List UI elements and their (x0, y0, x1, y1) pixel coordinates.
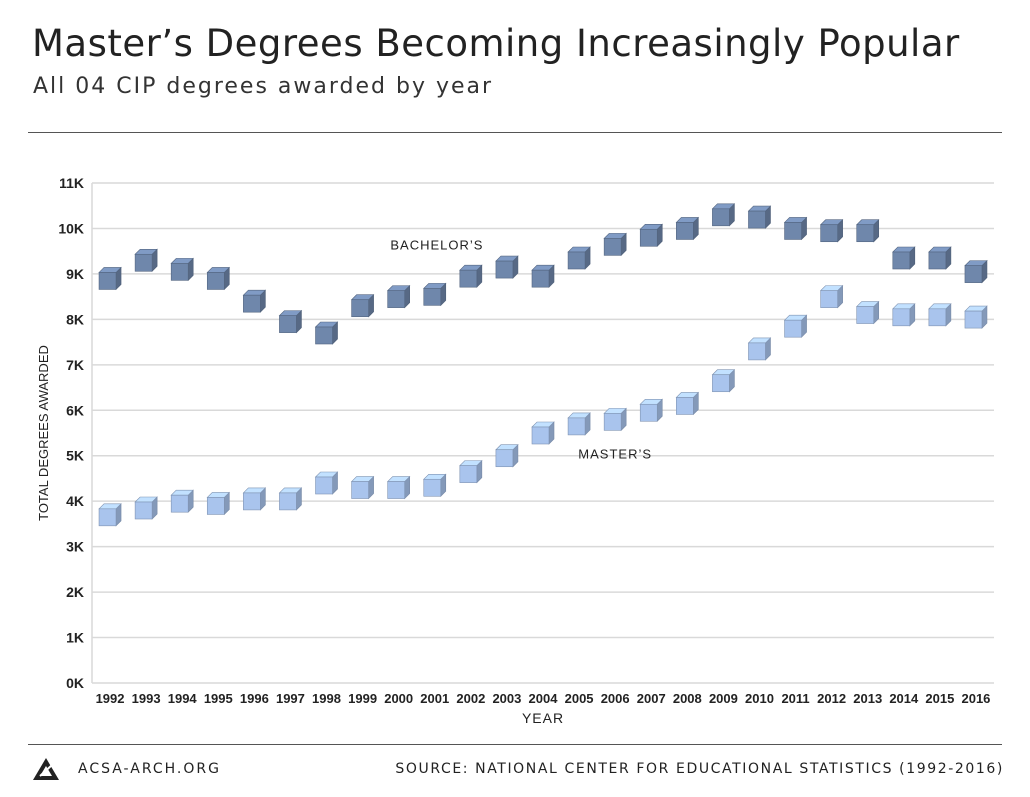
y-tick-label: 10K (58, 220, 84, 236)
x-tick-label: 2012 (817, 691, 846, 706)
y-tick-label: 6K (66, 402, 84, 418)
x-tick-label: 2009 (709, 691, 738, 706)
point-bachelors (495, 255, 519, 279)
x-tick-label: 2000 (384, 691, 413, 706)
point-masters (459, 459, 483, 484)
x-axis-title: YEAR (522, 710, 564, 726)
point-bachelors (531, 264, 555, 288)
point-bachelors (567, 246, 591, 270)
point-bachelors (711, 203, 736, 227)
chart-subtitle: All 04 CIP degrees awarded by year (33, 74, 494, 99)
y-tick-label: 5K (66, 448, 84, 464)
point-bachelors (639, 223, 663, 247)
point-bachelors (783, 216, 808, 241)
x-tick-label: 2013 (853, 691, 882, 706)
point-masters (675, 391, 700, 416)
point-masters (603, 407, 627, 432)
point-bachelors (819, 219, 844, 243)
y-tick-label: 3K (66, 539, 84, 555)
acsa-logo-icon (33, 758, 59, 780)
point-bachelors (242, 289, 267, 313)
point-bachelors (964, 259, 988, 284)
y-tick-label: 9K (66, 266, 84, 282)
point-masters (747, 337, 772, 361)
point-masters (423, 473, 447, 497)
x-tick-label: 1998 (312, 691, 341, 706)
x-tick-label: 1994 (168, 691, 198, 706)
x-tick-label: 2014 (889, 691, 919, 706)
x-tick-label: 2008 (673, 691, 702, 706)
x-tick-label: 1993 (132, 691, 161, 706)
point-bachelors (459, 264, 483, 288)
x-tick-label: 2011 (781, 691, 809, 706)
x-tick-label: 2015 (925, 691, 954, 706)
point-masters (314, 471, 339, 495)
point-masters (278, 487, 303, 511)
y-axis-title: TOTAL DEGREES AWARDED (36, 345, 51, 521)
y-tick-label: 1K (66, 630, 84, 646)
point-bachelors (206, 266, 231, 291)
point-bachelors (386, 284, 411, 309)
point-bachelors (747, 205, 772, 229)
header-divider (28, 132, 1002, 133)
x-tick-label: 1992 (96, 691, 125, 706)
point-masters (206, 491, 231, 516)
footer-divider (28, 744, 1002, 745)
point-masters (98, 503, 122, 527)
y-tick-label: 0K (66, 675, 84, 691)
point-masters (242, 487, 267, 511)
x-tick-label: 2005 (565, 691, 594, 706)
point-masters (350, 475, 375, 500)
series-label-bachelors: BACHELOR’S (390, 237, 483, 252)
point-bachelors (603, 232, 627, 257)
point-bachelors (314, 321, 339, 345)
point-bachelors (170, 257, 194, 282)
y-tick-label: 2K (66, 584, 84, 600)
x-tick-label: 1995 (204, 691, 233, 706)
point-bachelors (134, 248, 158, 272)
point-bachelors (675, 216, 700, 241)
point-masters (495, 444, 519, 468)
x-tick-label: 2003 (492, 691, 521, 706)
point-masters (567, 412, 591, 436)
point-masters (386, 475, 411, 500)
point-masters (531, 421, 555, 445)
point-bachelors (98, 266, 122, 291)
point-masters (855, 300, 880, 325)
degrees-chart: 0K 1K 2K 3K 4K 5K 6K 7K 8K 9K 10K 11K 1992 1993 1994 19… (36, 175, 994, 726)
x-tick-label: 2007 (637, 691, 666, 706)
point-masters (928, 303, 952, 327)
y-tick-label: 11K (59, 175, 84, 191)
footer-site-link[interactable]: ACSA-ARCH.ORG (78, 761, 221, 777)
point-masters (170, 489, 194, 513)
x-tick-label: 2016 (961, 691, 990, 706)
y-tick-label: 7K (66, 357, 84, 373)
point-masters (783, 314, 808, 338)
point-bachelors (892, 246, 916, 270)
x-tick-label: 2006 (601, 691, 630, 706)
point-bachelors (423, 282, 447, 307)
point-masters (964, 305, 988, 329)
y-tick-label: 4K (66, 493, 84, 509)
point-masters (711, 369, 736, 393)
point-bachelors (855, 219, 880, 243)
series-label-masters: MASTER’S (578, 446, 652, 461)
x-tick-label: 2002 (456, 691, 485, 706)
x-tick-label: 1999 (348, 691, 377, 706)
y-tick-label: 8K (66, 311, 84, 327)
x-tick-label: 2001 (420, 691, 449, 706)
point-masters (639, 398, 663, 422)
footer-source: SOURCE: NATIONAL CENTER FOR EDUCATIONAL … (395, 761, 1004, 777)
point-masters (892, 303, 916, 327)
x-tick-label: 2004 (529, 691, 559, 706)
x-tick-label: 1996 (240, 691, 269, 706)
x-tick-label: 2010 (745, 691, 774, 706)
point-masters (819, 284, 844, 309)
point-bachelors (350, 294, 375, 318)
chart-title: Master’s Degrees Becoming Increasingly P… (32, 22, 960, 65)
x-tick-label: 1997 (276, 691, 305, 706)
point-bachelors (928, 246, 952, 270)
point-masters (134, 496, 158, 520)
point-bachelors (278, 309, 303, 334)
